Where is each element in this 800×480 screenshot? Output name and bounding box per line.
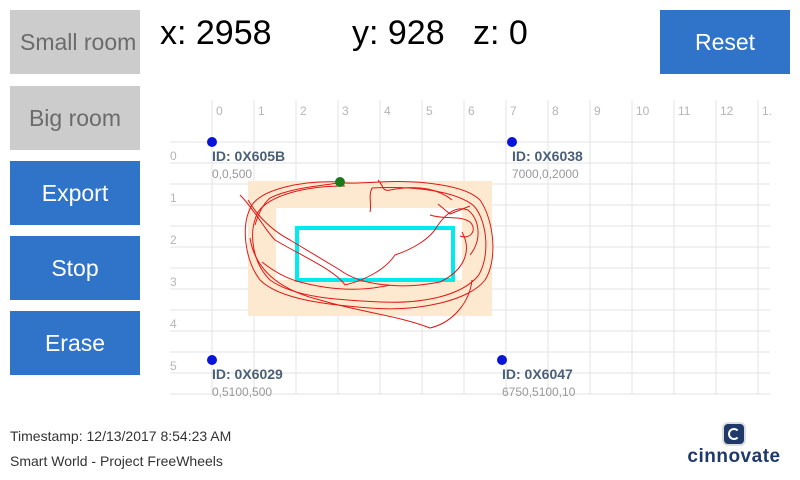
anchors-layer: ID: 0X605B 0,0,500 ID: 0X6038 7000,0,2000 ID… [207, 137, 583, 399]
x-tick-label: 1. [762, 104, 772, 118]
stop-button[interactable]: Stop [10, 236, 140, 300]
x-tick-label: 4 [384, 104, 391, 118]
movement-path [239, 179, 494, 329]
x-tick-label: 6 [468, 104, 475, 118]
y-tick-label: 3 [170, 275, 177, 289]
anchor-dot [207, 137, 217, 147]
zone-inner [295, 226, 455, 282]
x-tick-label: 8 [552, 104, 559, 118]
x-tick-label: 9 [594, 104, 601, 118]
x-tick-label: 0 [216, 104, 223, 118]
z-coordinate-readout: z: 0 [473, 14, 528, 52]
x-tick-label: 7 [510, 104, 517, 118]
anchor-coords-label: 6750,5100,10 [502, 385, 576, 399]
tag-position-marker [335, 177, 345, 187]
y-tick-label: 2 [170, 233, 177, 247]
x-tick-label: 5 [426, 104, 433, 118]
y-tick-label: 0 [170, 149, 177, 163]
x-tick-label: 2 [300, 104, 307, 118]
y-axis-ticks: 0 1 2 3 4 5 [170, 149, 177, 373]
x-tick-label: 12 [720, 104, 734, 118]
big-room-button[interactable]: Big room [10, 86, 140, 150]
anchor-dot [207, 355, 217, 365]
x-coordinate-readout: x: 2958 [160, 14, 272, 52]
logo-text: cinnovate [687, 446, 781, 467]
anchor-dot [497, 355, 507, 365]
project-label: Smart World - Project FreeWheels [10, 453, 223, 469]
x-tick-label: 11 [678, 104, 691, 118]
x-tick-label: 10 [636, 104, 650, 118]
erase-button[interactable]: Erase [10, 311, 140, 375]
cinnovate-logo: cinnovate [684, 424, 784, 470]
anchor-id-label: ID: 0X605B [212, 148, 285, 164]
x-axis-ticks: 0 1 2 3 4 5 6 7 8 9 10 11 12 1. [216, 104, 772, 118]
anchor-dot [507, 137, 517, 147]
y-tick-label: 1 [170, 191, 177, 205]
export-button[interactable]: Export [10, 161, 140, 225]
timestamp-label: Timestamp: 12/13/2017 8:54:23 AM [10, 428, 232, 444]
x-tick-label: 1 [258, 104, 265, 118]
anchor-id-label: ID: 0X6029 [212, 366, 283, 382]
anchor-coords-label: 7000,0,2000 [512, 167, 579, 181]
y-tick-label: 5 [170, 359, 177, 373]
anchor-id-label: ID: 0X6047 [502, 366, 573, 382]
anchor-id-label: ID: 0X6038 [512, 148, 583, 164]
x-tick-label: 3 [342, 104, 349, 118]
logo-icon [724, 424, 744, 444]
anchor-coords-label: 0,0,500 [212, 167, 252, 181]
zone-outer-gap [276, 208, 462, 280]
anchor-coords-label: 0,5100,500 [212, 385, 272, 399]
reset-button[interactable]: Reset [660, 10, 790, 74]
y-coordinate-readout: y: 928 [352, 14, 445, 52]
small-room-button[interactable]: Small room [10, 10, 140, 74]
y-tick-label: 4 [170, 317, 177, 331]
